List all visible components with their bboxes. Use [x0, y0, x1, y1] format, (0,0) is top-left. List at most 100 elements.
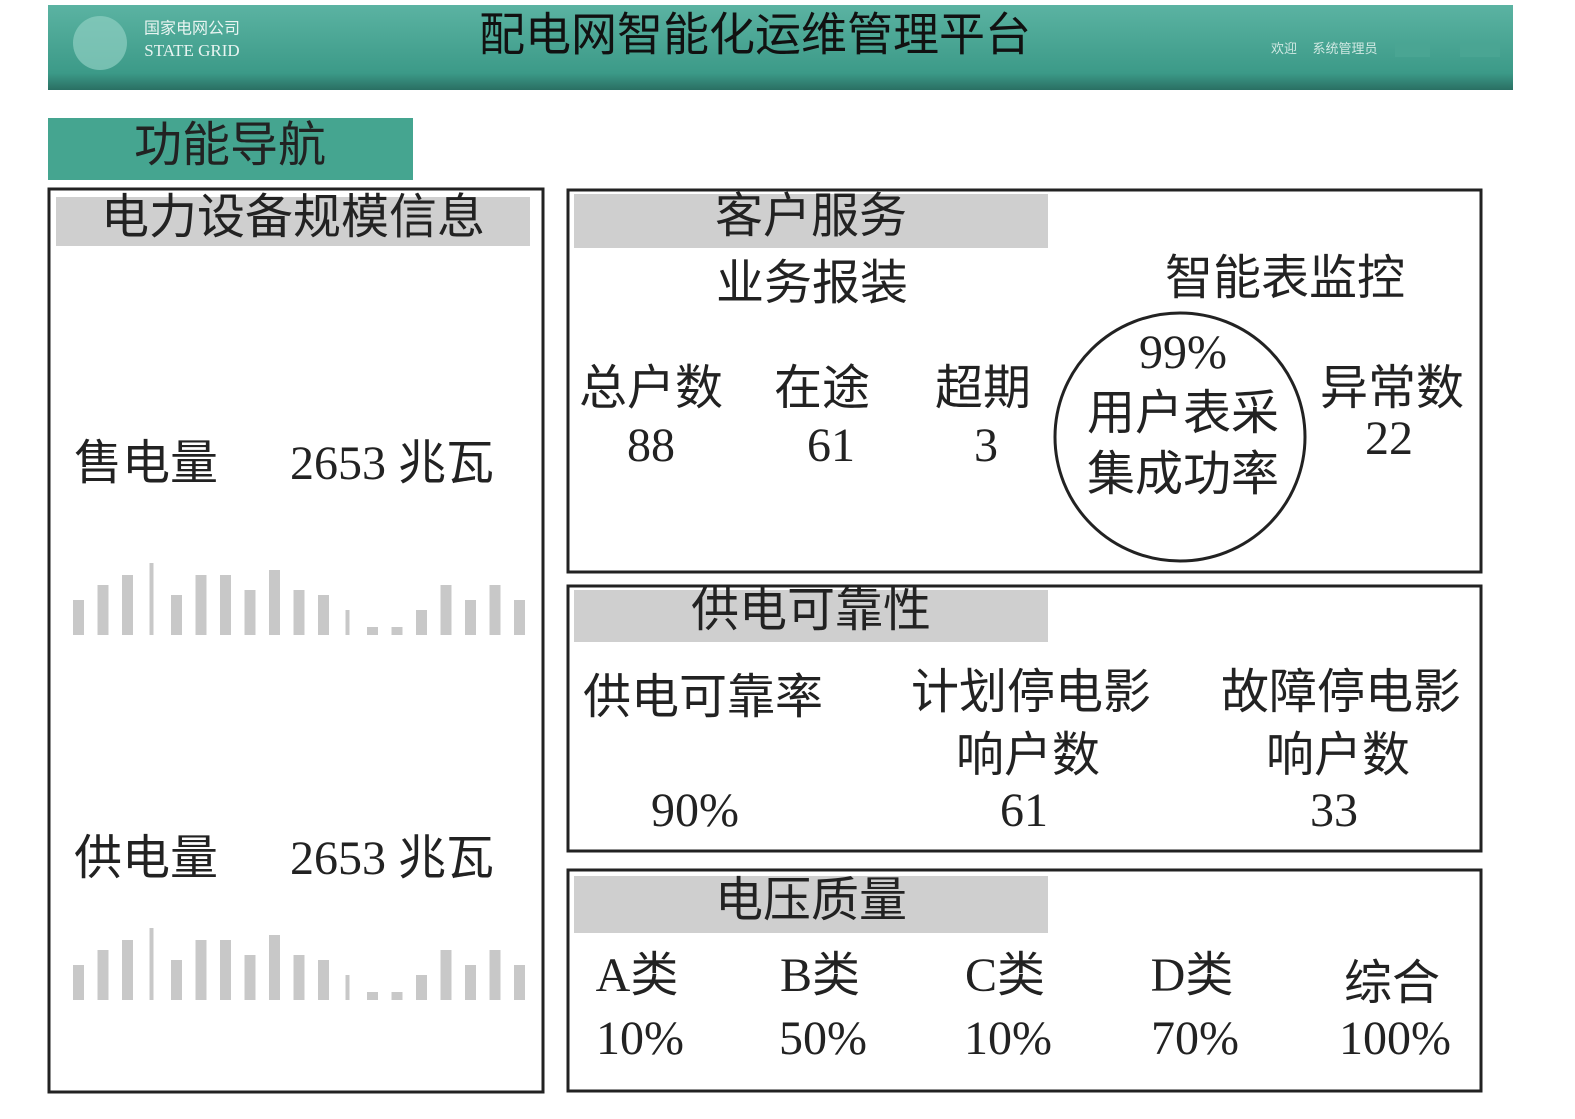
rate-label: 用户表采 [1087, 387, 1279, 440]
metric-value: 50% [779, 1012, 867, 1065]
metric-value: 10% [596, 1012, 684, 1065]
metric-label: 异常数 [1320, 362, 1464, 415]
panel-header [574, 876, 1048, 933]
spark-bar [269, 570, 280, 635]
home-button[interactable] [1395, 43, 1430, 57]
metric-label: 响户数 [956, 729, 1100, 782]
logout-button[interactable] [1460, 43, 1500, 57]
metric-label: B类 [780, 949, 860, 1002]
metric-label: D类 [1151, 949, 1234, 1002]
panel-header [574, 590, 1048, 642]
spark-bar [391, 627, 403, 635]
header-bar [48, 5, 1513, 90]
spark-bar [244, 955, 256, 1000]
spark-bar [244, 590, 256, 635]
panel-title: 电力设备规模信息 [101, 191, 485, 244]
metric-label: 响户数 [1266, 729, 1410, 782]
spark-bar [97, 585, 109, 635]
spark-bar [171, 595, 182, 635]
metric-label: A类 [596, 949, 679, 1002]
metric-value: 100% [1339, 1012, 1451, 1065]
spark-bar [416, 975, 427, 1000]
metric-label: C类 [965, 949, 1045, 1002]
spark-bar [269, 935, 280, 1000]
panel-title: 客户服务 [715, 190, 907, 243]
spark-bar [416, 610, 427, 635]
spark-bar [514, 965, 525, 1000]
spark-bar [195, 575, 207, 635]
spark-bar [171, 960, 182, 1000]
metric-label: 综合 [1344, 957, 1440, 1010]
reliability-panel [566, 584, 1483, 853]
metric-value: 88 [627, 419, 675, 472]
logo-cn: 国家电网公司 [144, 20, 240, 38]
spark-bar [220, 940, 231, 1000]
panel-title: 供电可靠性 [691, 584, 931, 637]
metric-value: 10% [964, 1012, 1052, 1065]
user-name: 系统管理员 [1312, 41, 1377, 56]
metric-value: 2653 兆瓦 [290, 832, 494, 885]
spark-bar [318, 960, 329, 1000]
section-title: 业务报装 [716, 257, 908, 310]
metric-label: 供电量 [74, 832, 218, 885]
spark-bar [489, 950, 501, 1000]
rate-value: 99% [1139, 326, 1227, 379]
spark-bar [367, 992, 378, 1000]
panel-title: 电压质量 [715, 874, 907, 927]
spark-bar [345, 610, 350, 635]
section-title: 智能表监控 [1165, 252, 1405, 305]
equipment-panel [47, 187, 545, 1094]
spark-bar [318, 595, 329, 635]
rate-circle [1053, 311, 1307, 563]
spark-bar [489, 585, 501, 635]
spark-bar [122, 940, 133, 1000]
metric-label: 故障停电影 [1221, 666, 1461, 719]
voltage-panel [566, 868, 1483, 1093]
metric-value: 61 [807, 419, 855, 472]
metric-value: 70% [1151, 1012, 1239, 1065]
spark-bar [367, 627, 378, 635]
logo-en: STATE GRID [144, 41, 239, 60]
metric-value: 61 [1000, 784, 1048, 837]
header-title: 配电网智能化运维管理平台 [479, 10, 1031, 61]
metric-label: 在途 [774, 362, 870, 415]
spark-bar [465, 600, 476, 635]
spark-bar [122, 575, 133, 635]
welcome: 欢迎 [1271, 41, 1297, 56]
metric-value: 2653 兆瓦 [290, 437, 494, 490]
spark-bar [293, 590, 305, 635]
panel-header [56, 197, 530, 246]
metric-value: 33 [1310, 784, 1358, 837]
spark-bar [440, 585, 452, 635]
metric-value: 90% [651, 784, 739, 837]
panel-header [574, 194, 1048, 248]
sparklines [73, 563, 525, 1000]
metric-value: 3 [974, 419, 998, 472]
nav-title: 功能导航 [134, 119, 326, 172]
metric-label: 总户数 [579, 362, 723, 415]
rate-label: 集成功率 [1087, 448, 1279, 501]
metric-label: 超期 [935, 362, 1031, 415]
spark-bar [514, 600, 525, 635]
nav-tab[interactable] [48, 118, 413, 180]
spark-bar [345, 975, 350, 1000]
metric-label: 计划停电影 [911, 666, 1151, 719]
spark-bar [293, 955, 305, 1000]
spark-bar [97, 950, 109, 1000]
spark-bar [149, 563, 154, 635]
metric-label: 供电可靠率 [583, 671, 823, 724]
spark-bar [220, 575, 231, 635]
customer-panel [566, 188, 1483, 574]
metric-label: 售电量 [74, 437, 218, 490]
spark-bar [440, 950, 452, 1000]
spark-bar [465, 965, 476, 1000]
spark-bar [149, 928, 154, 1000]
spark-bar [391, 992, 403, 1000]
spark-bar [73, 965, 84, 1000]
logo-icon [73, 16, 127, 70]
spark-bar [195, 940, 207, 1000]
spark-bar [73, 600, 84, 635]
